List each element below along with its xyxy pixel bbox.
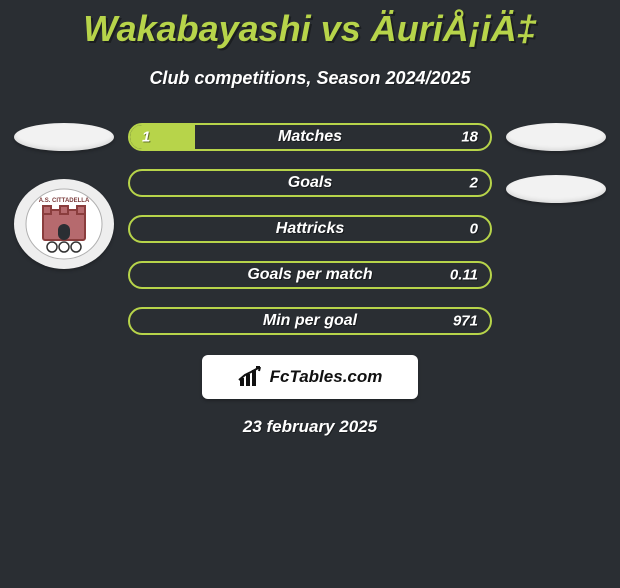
stat-bar-goals-per-match: Goals per match 0.11 [128,261,492,289]
page-subtitle: Club competitions, Season 2024/2025 [0,68,620,89]
stat-bar-matches: 1 Matches 18 [128,123,492,151]
stat-right-value: 0.11 [450,267,478,284]
stat-label: Hattricks [276,220,344,238]
stat-label: Goals [288,174,332,192]
left-column: A.S. CITTADELLA [8,123,120,269]
fctables-logo[interactable]: FcTables.com [202,355,418,399]
date-line: 23 february 2025 [0,417,620,437]
player-photo-placeholder-left [14,123,114,151]
club-badge-placeholder-right [506,175,606,203]
shield-icon: A.S. CITTADELLA [25,188,103,260]
bar-chart-icon [238,366,264,388]
stat-bar-min-per-goal: Min per goal 971 [128,307,492,335]
stat-label: Goals per match [247,266,372,284]
main-row: A.S. CITTADELLA 1 Matches 18 Goals 2 [0,123,620,335]
page-title: Wakabayashi vs ÄuriÅ¡iÄ‡ [0,8,620,50]
stat-fill [130,125,195,149]
stat-right-value: 18 [461,129,478,146]
badge-text: A.S. CITTADELLA [39,198,90,204]
club-badge-left: A.S. CITTADELLA [14,179,114,269]
player-photo-placeholder-right [506,123,606,151]
stat-bar-goals: Goals 2 [128,169,492,197]
stat-bar-hattricks: Hattricks 0 [128,215,492,243]
fctables-logo-text: FcTables.com [270,367,383,387]
stat-right-value: 2 [470,175,478,192]
stat-right-value: 971 [453,313,478,330]
right-column [500,123,612,203]
stat-right-value: 0 [470,221,478,238]
stat-left-value: 1 [142,129,150,146]
stats-bars: 1 Matches 18 Goals 2 Hattricks 0 Goals p… [120,123,500,335]
stat-label: Matches [278,128,342,146]
stat-label: Min per goal [263,312,357,330]
